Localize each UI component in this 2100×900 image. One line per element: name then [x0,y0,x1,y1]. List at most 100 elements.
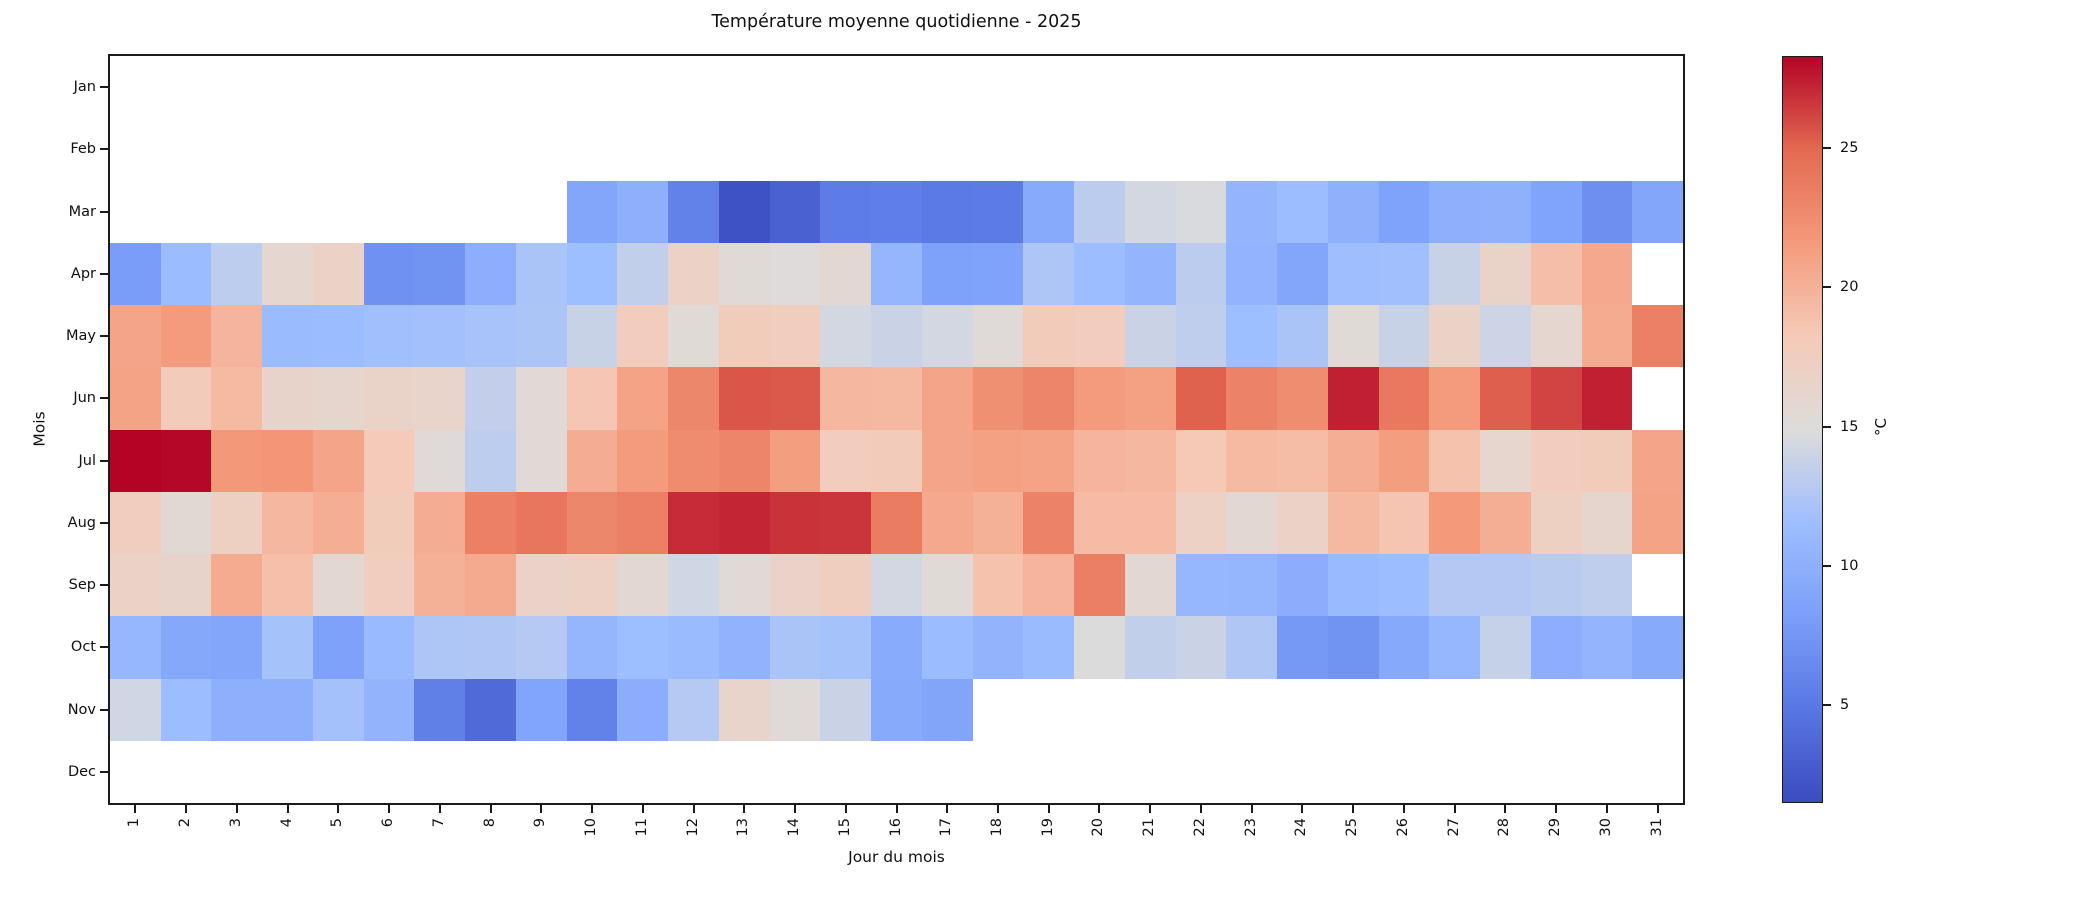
heatmap-cell [718,305,770,368]
y-tick-mark [100,86,108,89]
heatmap-cell [1378,118,1430,181]
heatmap-cell [1581,740,1633,803]
heatmap-cell [1277,678,1328,741]
heatmap-cell [515,305,567,368]
heatmap-cell [972,740,1024,803]
heatmap-cell [921,305,973,368]
heatmap-cell [1124,491,1176,554]
heatmap-cell [972,367,1024,430]
month-tick-label: Jan [73,79,96,96]
heatmap-cell [972,242,1024,305]
x-tick-mark [185,805,188,813]
heatmap-cell [617,491,669,554]
heatmap-cell [160,180,212,243]
heatmap-cell [668,56,719,119]
heatmap-cell [160,305,212,368]
heatmap-cell [515,491,567,554]
heatmap-cell [211,305,263,368]
heatmap-cell [1175,118,1227,181]
day-tick-label: 17 [938,818,955,837]
heatmap-cell [363,491,415,554]
heatmap-cell [160,429,212,492]
heatmap-cell [1074,367,1125,430]
day-tick-label: 16 [887,818,904,837]
heatmap-cell [211,616,263,679]
heatmap-cell [110,180,161,243]
heatmap-cell [1378,429,1430,492]
heatmap-cell [1226,118,1278,181]
colorbar-tick-label: 25 [1840,139,1859,156]
heatmap-cell [769,56,821,119]
x-tick-mark [1555,805,1558,813]
heatmap-cell [668,118,719,181]
x-tick-mark [1504,805,1507,813]
day-tick-label: 27 [1445,818,1462,837]
heatmap-cell [871,118,922,181]
month-tick-label: Mar [68,203,96,220]
heatmap-cell [668,678,719,741]
heatmap-cell [1530,367,1582,430]
heatmap-cell [1429,305,1481,368]
heatmap-cell [871,242,922,305]
x-tick-mark [1199,805,1202,813]
heatmap-cell [921,242,973,305]
heatmap-cell [262,367,313,430]
day-tick-label: 15 [836,818,853,837]
heatmap-cell [718,56,770,119]
heatmap-cell [921,554,973,617]
heatmap-cell [414,305,466,368]
heatmap-cell [414,242,466,305]
heatmap-cell [617,118,669,181]
heatmap-cell [1429,429,1481,492]
heatmap-cell [871,56,922,119]
heatmap-cell [1074,616,1125,679]
x-tick-mark [895,805,898,813]
heatmap-cell [1023,242,1075,305]
heatmap-cell [566,554,618,617]
heatmap-cell [1124,678,1176,741]
heatmap-cell [110,678,161,741]
x-tick-mark [1656,805,1659,813]
month-tick-label: Sep [68,577,96,594]
heatmap-cell [769,616,821,679]
month-tick-label: Oct [70,639,96,656]
heatmap-plot [108,54,1685,805]
heatmap-cell [921,678,973,741]
heatmap-cell [465,429,516,492]
heatmap-cell [1074,740,1125,803]
x-tick-mark [1402,805,1405,813]
heatmap-cell [921,491,973,554]
heatmap-cell [1581,305,1633,368]
heatmap-cell [921,616,973,679]
heatmap-cell [1378,180,1430,243]
heatmap-cell [211,740,263,803]
heatmap-cell [668,554,719,617]
heatmap-cell [1327,429,1379,492]
y-tick-mark [100,708,108,711]
heatmap-cell [1277,491,1328,554]
heatmap-cell [1581,616,1633,679]
heatmap-cell [1226,491,1278,554]
heatmap-cell [211,118,263,181]
heatmap-cell [1124,554,1176,617]
heatmap-cell [1632,491,1683,554]
heatmap-cell [1378,305,1430,368]
heatmap-cell [1429,740,1481,803]
heatmap-cell [871,180,922,243]
heatmap-cell [1530,491,1582,554]
heatmap-cell [1023,740,1075,803]
heatmap-cell [820,305,872,368]
x-tick-mark [540,805,543,813]
heatmap-cell [1226,242,1278,305]
heatmap-cell [820,491,872,554]
heatmap-cell [1327,678,1379,741]
heatmap-cell [515,554,567,617]
heatmap-cell [769,305,821,368]
heatmap-cell [769,740,821,803]
heatmap-cell [769,180,821,243]
heatmap-cell [566,740,618,803]
heatmap-cell [1175,554,1227,617]
heatmap-cell [1530,242,1582,305]
heatmap-cell [921,180,973,243]
